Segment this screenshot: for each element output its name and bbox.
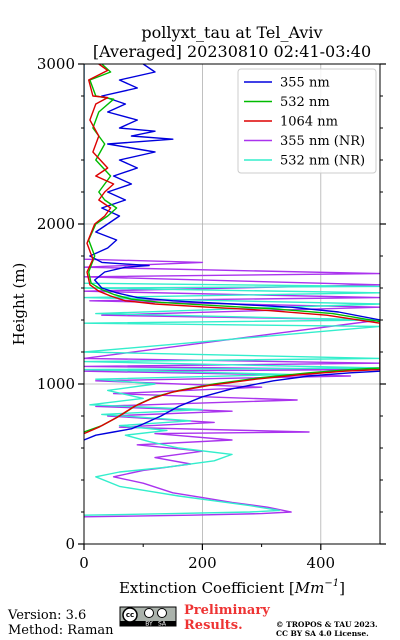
copyright-line2: CC BY SA 4.0 License. xyxy=(276,629,369,638)
y-tick-label-3: 3000 xyxy=(37,55,75,73)
legend-label-3: 355 nm (NR) xyxy=(280,134,365,149)
by-icon xyxy=(144,608,154,618)
legend-label-1: 532 nm xyxy=(280,95,330,110)
y-tick-label-1: 1000 xyxy=(37,375,75,393)
y-tick-label-0: 0 xyxy=(65,535,75,553)
legend-box xyxy=(237,68,377,174)
copyright-line1: © TROPOS & TAU 2023. xyxy=(276,620,378,629)
x-tick-label-1: 200 xyxy=(188,554,217,572)
series-line-3 xyxy=(84,64,380,518)
legend-label-4: 532 nm (NR) xyxy=(280,154,365,169)
chart-title-line1: pollyxt_tau at Tel_Aviv xyxy=(141,23,322,42)
axis-ticks: 0 200 400 0 1000 2000 3000 xyxy=(37,55,386,572)
preliminary-line2: Results. xyxy=(184,618,243,633)
x-tick-label-2: 400 xyxy=(306,554,335,572)
series-line-0 xyxy=(84,64,380,441)
legend-label-2: 1064 nm xyxy=(280,115,338,130)
series-line-2 xyxy=(84,64,380,435)
cc-license-badge: cc BY SA xyxy=(119,606,177,628)
by-text: BY xyxy=(145,621,153,628)
series-group xyxy=(84,64,380,518)
y-tick-label-2: 2000 xyxy=(37,215,75,233)
y-axis-label: Height (m) xyxy=(10,263,28,346)
chart-title-line2: [Averaged] 20230810 02:41-03:40 xyxy=(93,42,371,61)
sa-icon xyxy=(157,608,167,618)
legend: 355 nm 532 nm 1064 nm 355 nm (NR) 532 nm (NR… xyxy=(237,68,377,174)
x-tick-label-0: 0 xyxy=(79,554,89,572)
sa-text: SA xyxy=(158,621,167,628)
preliminary-line1: Preliminary xyxy=(184,603,270,618)
series-line-1 xyxy=(84,64,380,433)
method-text: Method: Raman xyxy=(8,623,114,638)
legend-label-0: 355 nm xyxy=(280,76,330,91)
version-text: Version: 3.6 xyxy=(7,608,86,623)
series-line-4 xyxy=(84,64,380,516)
x-axis-label: Extinction Coefficient [Mm−1] xyxy=(119,578,345,597)
cc-icon xyxy=(122,607,138,623)
plot-frame xyxy=(83,63,381,545)
cc-icon-text: cc xyxy=(126,611,134,619)
